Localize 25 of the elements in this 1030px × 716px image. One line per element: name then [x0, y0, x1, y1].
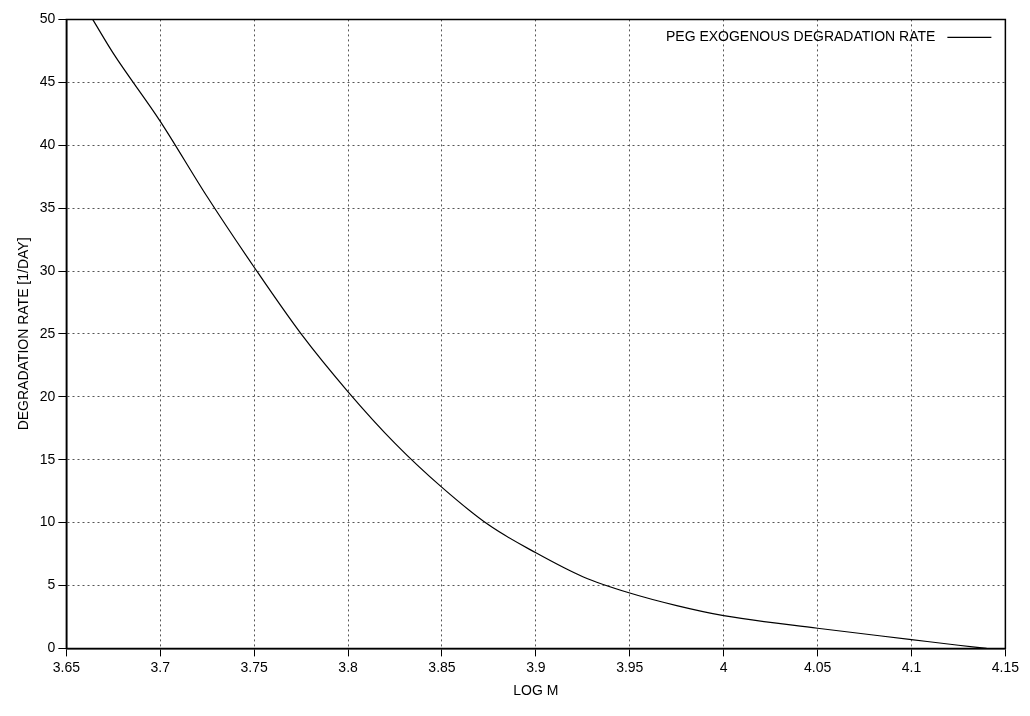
x-tick-label: 3.8 — [338, 658, 359, 675]
x-tick-label: 3.75 — [240, 658, 269, 675]
x-axis-title: LOG M — [513, 682, 559, 699]
y-tick-label: 20 — [39, 387, 56, 404]
x-tick-label: 3.7 — [150, 658, 171, 675]
y-tick-label: 0 — [47, 639, 56, 656]
y-tick-label: 35 — [39, 198, 56, 215]
legend-label: PEG EXOGENOUS DEGRADATION RATE — [665, 28, 936, 45]
y-axis-title: DEGRADATION RATE [1/DAY] — [15, 237, 32, 431]
x-tick-label: 4.15 — [991, 658, 1020, 675]
y-tick-label: 15 — [39, 450, 56, 467]
y-tick-label: 25 — [39, 324, 56, 341]
y-tick-label: 30 — [39, 261, 56, 278]
x-tick-label: 3.9 — [526, 658, 546, 675]
y-tick-label: 40 — [39, 136, 56, 153]
x-tick-label: 3.95 — [616, 658, 644, 675]
x-tick-label: 4.1 — [901, 658, 922, 675]
x-tick-label: 3.85 — [428, 658, 456, 675]
y-tick-label: 45 — [39, 73, 56, 90]
x-tick-label: 4.05 — [803, 658, 832, 675]
y-tick-label: 10 — [39, 513, 56, 530]
y-tick-label: 5 — [47, 576, 56, 593]
x-tick-label: 3.65 — [52, 658, 81, 675]
y-tick-label: 50 — [39, 10, 56, 27]
x-tick-label: 4 — [719, 658, 728, 675]
